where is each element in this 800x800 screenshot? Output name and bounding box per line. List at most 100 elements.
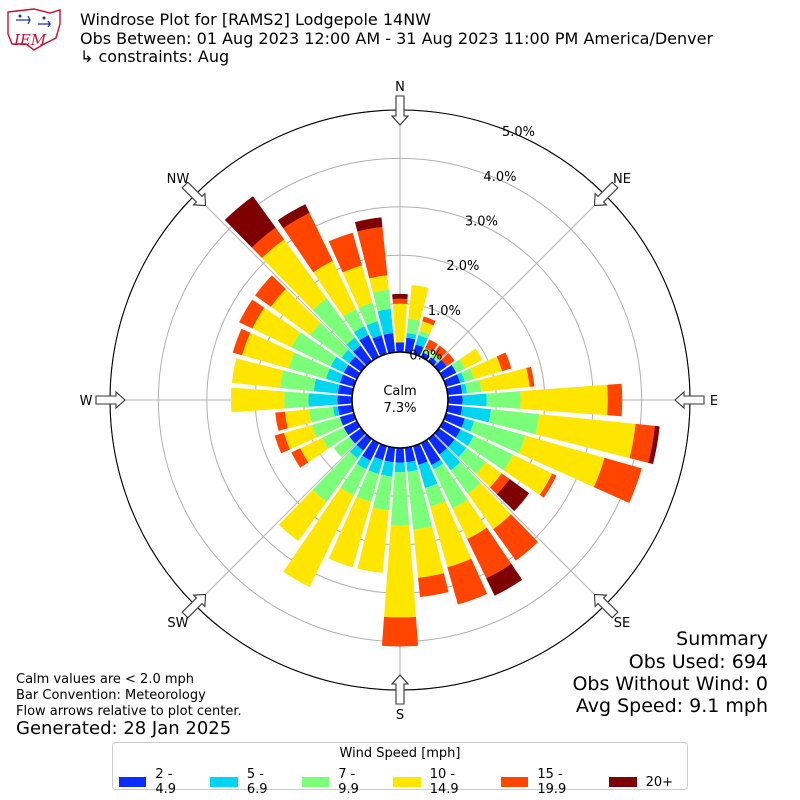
windrose-bar-segment	[413, 344, 424, 357]
windrose-bar-segment	[346, 337, 361, 352]
flow-arrow-icon	[390, 95, 410, 126]
windrose-bar-segment	[420, 439, 441, 466]
windrose-bar-segment	[328, 232, 362, 273]
flow-arrow-icon	[95, 390, 126, 410]
compass-label: N	[395, 80, 405, 95]
flow-arrow-icon	[674, 390, 705, 410]
windrose-bar-segment	[406, 460, 418, 472]
legend-item: 5 - 6.9	[210, 767, 287, 797]
windrose-bar-segment	[291, 448, 309, 468]
windrose-bar-segment	[486, 391, 521, 409]
windrose-bar-segment	[459, 348, 483, 369]
windrose-bar-segment	[342, 265, 373, 308]
windrose-bar-segment	[349, 428, 366, 444]
radial-tick-label: 0.0%	[409, 349, 442, 364]
windrose-bar-segment	[446, 404, 463, 416]
windrose-bar-segment	[461, 368, 475, 382]
windrose-bar-segment	[261, 239, 327, 311]
legend-label: 15 - 19.9	[537, 767, 567, 797]
windrose-bar-segment	[284, 409, 312, 429]
windrose-bar-segment	[251, 227, 285, 259]
windrose-bar-segment	[461, 418, 475, 432]
windrose-bar-segment	[460, 383, 468, 394]
windrose-bar-segment	[467, 435, 513, 471]
windrose-bar-segment	[428, 434, 447, 455]
legend-swatch	[210, 777, 238, 787]
compass-label: E	[710, 394, 718, 409]
windrose-bar-segment	[372, 474, 393, 511]
windrose-bar-segment	[349, 444, 364, 459]
legend-item: 10 - 14.9	[393, 767, 487, 797]
windrose-bar-segment	[337, 404, 354, 416]
windrose-bar-segment	[520, 384, 608, 416]
windrose-bar-segment	[430, 353, 441, 363]
windrose-bar-segment	[419, 321, 434, 335]
windrose-bar-segment	[413, 526, 444, 578]
windrose-bar-segment	[518, 435, 605, 488]
windrose-bar-segment	[488, 409, 540, 435]
windrose-bar-segment	[447, 558, 488, 605]
windrose-bar-segment	[313, 260, 356, 317]
windrose-bar-segment	[357, 227, 388, 279]
legend-item: 20+	[608, 767, 673, 797]
compass-label: NW	[167, 172, 190, 187]
radial-tick-label: 1.0%	[428, 304, 461, 319]
flow-arrow-icon	[593, 593, 619, 619]
windrose-bar-segment	[381, 616, 419, 647]
windrose-bar-segment	[422, 348, 433, 357]
windrose-bar-segment	[439, 420, 461, 438]
windrose-bar-segment	[270, 288, 321, 336]
windrose-bar-segment	[312, 451, 358, 502]
windrose-bar-segment	[343, 364, 361, 380]
windrose-bar-segment	[356, 434, 372, 451]
windrose-bar-segment	[288, 352, 330, 380]
windrose-bar-segment	[353, 345, 372, 366]
windrose-bar-segment	[460, 406, 492, 423]
windrose-bar-segment	[283, 212, 333, 273]
legend-label: 2 - 4.9	[155, 767, 177, 797]
windrose-bar-segment	[232, 328, 251, 356]
windrose-bar-segment	[434, 428, 455, 447]
windrose-bar-segment	[439, 364, 457, 380]
windrose-bar-segment	[274, 432, 290, 454]
windrose-bar-segment	[392, 293, 408, 300]
windrose-bar-segment	[368, 457, 383, 475]
windrose-bar-segment	[408, 284, 429, 321]
calm-label: Calm	[383, 384, 416, 399]
calm-percent: 7.3%	[383, 401, 416, 416]
windrose-bar-segment	[422, 316, 436, 326]
convention-note: Bar Convention: Meteorology	[16, 688, 206, 703]
windrose-bar-segment	[489, 473, 510, 495]
windrose-bar-segment	[362, 439, 380, 461]
windrose-bar-segment	[339, 374, 357, 387]
legend-label: 5 - 6.9	[246, 767, 268, 797]
windrose-bar-segment	[413, 443, 428, 465]
windrose-bar-segment	[231, 358, 284, 388]
legend-title: Wind Speed [mph]	[339, 746, 461, 761]
legend-item: 15 - 19.9	[500, 767, 595, 797]
windrose-bar-segment	[277, 204, 310, 229]
radial-tick-label: 2.0%	[446, 259, 479, 274]
windrose-bar-segment	[372, 335, 387, 357]
windrose-bar-segment	[384, 446, 396, 463]
windrose-bar-segment	[356, 455, 371, 470]
windrose-bar-segment	[503, 454, 553, 495]
radial-tick-label: 4.0%	[483, 170, 516, 185]
windrose-bar-segment	[441, 353, 455, 367]
windrose-bar-segment	[418, 461, 438, 489]
calm-circle	[351, 351, 449, 449]
windrose-bar-segment	[446, 384, 463, 396]
flow-arrow-icon	[390, 674, 410, 705]
windrose-bar-segment	[455, 429, 474, 447]
compass-label: W	[80, 394, 93, 409]
flow-note: Flow arrows relative to plot center.	[16, 704, 242, 719]
windrose-bar-segment	[425, 339, 438, 353]
windrose-bar-segment	[343, 308, 365, 333]
windrose-bar-segment	[430, 501, 472, 568]
windrose-bar-segment	[462, 393, 487, 407]
windrose-bar-segment	[526, 366, 535, 387]
windrose-bar-segment	[486, 563, 523, 596]
legend-swatch	[301, 777, 330, 787]
windrose-bar-segment	[308, 393, 338, 407]
